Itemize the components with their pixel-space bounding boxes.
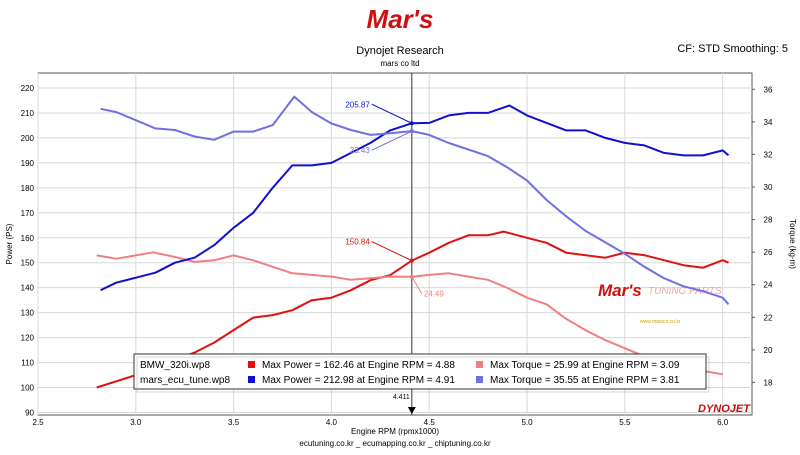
annotation-leader [411, 276, 423, 294]
legend-swatch-mars-power [248, 376, 255, 383]
cursor-annotations: 205.87 33.43 150.84 24.49 [345, 100, 444, 298]
mars-logo: Mar's [367, 4, 434, 34]
y-right-tick-label: 30 [764, 183, 773, 192]
x-tick-label: 5.0 [521, 418, 533, 427]
chart-title: Dynojet Research [356, 45, 443, 57]
annotation-label: 205.87 [345, 100, 370, 109]
annotation-label: 24.49 [424, 290, 445, 299]
y-right-tick-label: 20 [764, 346, 773, 355]
y-left-tick-label: 120 [21, 334, 35, 343]
y-left-tick-label: 160 [21, 234, 35, 243]
legend-mars-torque: Max Torque = 35.55 at Engine RPM = 3.81 [490, 375, 680, 386]
y-axis-left-label: Power (PS) [5, 223, 14, 264]
x-tick-label: 6.0 [717, 418, 729, 427]
y-left-tick-label: 200 [21, 134, 35, 143]
watermark-logo: Mar's [598, 281, 642, 300]
x-tick-label: 5.5 [619, 418, 631, 427]
series-line-3 [100, 95, 730, 305]
y-left-tick-label: 100 [21, 384, 35, 393]
y-axis-right-label: Torque (kg-m) [788, 219, 797, 269]
legend-swatch-bmw-torque [476, 361, 483, 368]
annotation-point [409, 258, 414, 263]
y-left-tick-label: 110 [21, 359, 34, 368]
annotation-label: 150.84 [345, 238, 370, 247]
y-left-tick-label: 130 [21, 309, 35, 318]
y-left-tick-label: 220 [21, 84, 35, 93]
series-lines [96, 95, 730, 389]
watermark-text: TUNING PARTS [648, 286, 722, 297]
annotation-leader [371, 130, 413, 151]
y-left-tick-label: 180 [21, 184, 35, 193]
y-left-tick-label: 150 [21, 259, 35, 268]
footer-websites: ecutuning.co.kr _ ecumapping.co.kr _ chi… [299, 439, 491, 448]
y-right-tick-label: 26 [764, 248, 773, 257]
series-line-2 [100, 104, 730, 292]
y-left-tick-label: 170 [21, 209, 35, 218]
axis-ticks: 2.5 3.0 3.5 4.0 4.5 5.0 5.5 6.0 90 100 110 120 130 14… [21, 84, 773, 427]
x-tick-label: 3.5 [228, 418, 240, 427]
legend-mars-power: Max Power = 212.98 at Engine RPM = 4.91 [262, 375, 455, 386]
x-tick-label: 4.5 [424, 418, 436, 427]
series-line-0 [96, 230, 729, 389]
watermark-url: www.marsco.co.kr [640, 319, 681, 325]
annotation-point [409, 121, 414, 126]
x-axis-label: Engine RPM (rpmx1000) [351, 427, 439, 436]
y-right-tick-label: 28 [764, 216, 773, 225]
legend-bmw-torque: Max Torque = 25.99 at Engine RPM = 3.09 [490, 360, 680, 371]
legend-swatch-bmw-power [248, 361, 255, 368]
y-right-tick-label: 34 [764, 118, 773, 127]
y-left-tick-label: 190 [21, 159, 35, 168]
legend: BMW_320i.wp8 Max Power = 162.46 at Engin… [133, 353, 710, 393]
legend-swatch-mars-torque [476, 376, 483, 383]
correction-smoothing-info: CF: STD Smoothing: 5 [677, 43, 788, 55]
y-right-tick-label: 22 [764, 313, 773, 322]
y-left-tick-label: 210 [21, 109, 35, 118]
annotation-leader [371, 241, 413, 262]
y-left-tick-label: 140 [21, 284, 35, 293]
cursor-marker [407, 407, 416, 414]
y-right-tick-label: 24 [764, 281, 773, 290]
chart-subtitle: mars co ltd [380, 59, 419, 68]
y-left-tick-label: 90 [25, 409, 34, 418]
x-tick-label: 2.5 [32, 418, 44, 427]
cursor-rpm-label: 4.411 [393, 394, 410, 401]
annotation-label: 33.43 [350, 146, 371, 155]
annotation-point [409, 129, 414, 134]
legend-file-mars: mars_ecu_tune.wp8 [140, 375, 230, 386]
annotation-point [409, 274, 414, 279]
dynojet-logo: DYNOJET [698, 403, 751, 415]
y-right-tick-label: 36 [764, 85, 773, 94]
y-right-tick-label: 32 [764, 150, 773, 159]
legend-file-bmw: BMW_320i.wp8 [140, 360, 210, 371]
x-tick-label: 4.0 [326, 418, 338, 427]
legend-bmw-power: Max Power = 162.46 at Engine RPM = 4.88 [262, 360, 455, 371]
y-right-tick-label: 18 [764, 378, 773, 387]
x-tick-label: 3.0 [130, 418, 142, 427]
annotation-leader [371, 103, 413, 124]
